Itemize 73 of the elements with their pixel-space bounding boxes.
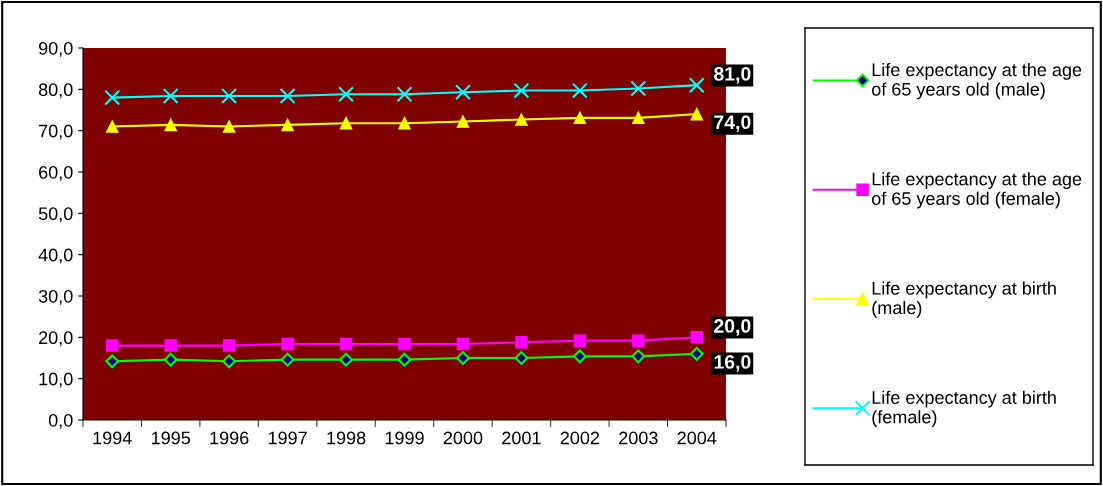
- legend-label: Life expectancy at the age of 65 years old (male): [872, 62, 1082, 100]
- point: [339, 337, 353, 351]
- point: [514, 351, 529, 365]
- point: [632, 334, 645, 347]
- point: [571, 82, 588, 99]
- point: [573, 334, 587, 347]
- point: [105, 354, 120, 369]
- data-label: 81,0: [714, 66, 751, 84]
- point: [162, 87, 179, 104]
- point: [339, 352, 353, 367]
- x-tick-label: 2000: [443, 431, 483, 445]
- x-tick-label: 1999: [385, 431, 424, 445]
- point: [222, 339, 236, 352]
- y-tick-label: 70,0: [39, 124, 73, 140]
- point: [573, 111, 587, 125]
- legend-label: Life expectancy at the age of 65 years old (female): [872, 172, 1082, 209]
- point: [688, 77, 705, 94]
- x-tick-label: 1994: [93, 431, 132, 445]
- point: [280, 352, 295, 367]
- point: [456, 337, 470, 351]
- y-tick-label: 40,0: [38, 248, 73, 264]
- data-label: 20,0: [714, 319, 751, 336]
- data-label: 16,0: [714, 355, 751, 372]
- y-tick-label: 10,0: [39, 372, 73, 388]
- point: [163, 352, 178, 367]
- legend-label: Life expectancy at birth (female): [872, 390, 1056, 427]
- point: [397, 352, 412, 367]
- x-tick-label: 2003: [619, 431, 658, 445]
- point: [690, 331, 704, 344]
- point: [281, 337, 294, 351]
- x-tick-label: 1998: [327, 431, 366, 445]
- point: [630, 80, 647, 97]
- point: [338, 86, 355, 103]
- x-tick-label: 1995: [151, 431, 191, 445]
- y-tick-label: 30,0: [38, 289, 73, 305]
- point: [454, 84, 471, 101]
- y-tick-label: 20,0: [39, 331, 73, 347]
- point: [515, 113, 528, 126]
- point: [339, 116, 353, 130]
- point: [104, 89, 121, 106]
- point: [513, 82, 530, 99]
- point: [632, 111, 645, 125]
- point: [105, 339, 119, 352]
- point: [221, 87, 238, 104]
- point: [105, 120, 119, 133]
- point: [456, 115, 470, 128]
- y-tick-label: 80,0: [38, 83, 73, 99]
- point: [279, 87, 296, 104]
- point: [689, 346, 704, 361]
- point: [222, 354, 237, 369]
- point: [398, 337, 411, 351]
- legend-label: Life expectancy at birth (male): [872, 281, 1056, 318]
- x-tick-label: 2002: [560, 431, 600, 445]
- point: [515, 336, 528, 349]
- point: [164, 118, 177, 132]
- y-tick-label: 60,0: [39, 165, 73, 181]
- point: [690, 107, 704, 121]
- y-tick-label: 0,0: [48, 413, 73, 429]
- point: [456, 351, 470, 365]
- x-tick-label: 1996: [210, 431, 249, 445]
- x-tick-label: 2001: [502, 431, 541, 445]
- x-tick-label: 2004: [677, 431, 717, 445]
- x-tick-label: 1997: [268, 431, 307, 445]
- point: [222, 120, 236, 133]
- point: [164, 339, 177, 352]
- y-tick-label: 90,0: [38, 41, 73, 57]
- y-tick-label: 50,0: [38, 207, 73, 223]
- point: [631, 349, 646, 364]
- data-label: 74,0: [714, 115, 751, 132]
- point: [281, 118, 294, 132]
- point: [572, 349, 587, 364]
- point: [396, 86, 413, 103]
- point: [398, 116, 411, 130]
